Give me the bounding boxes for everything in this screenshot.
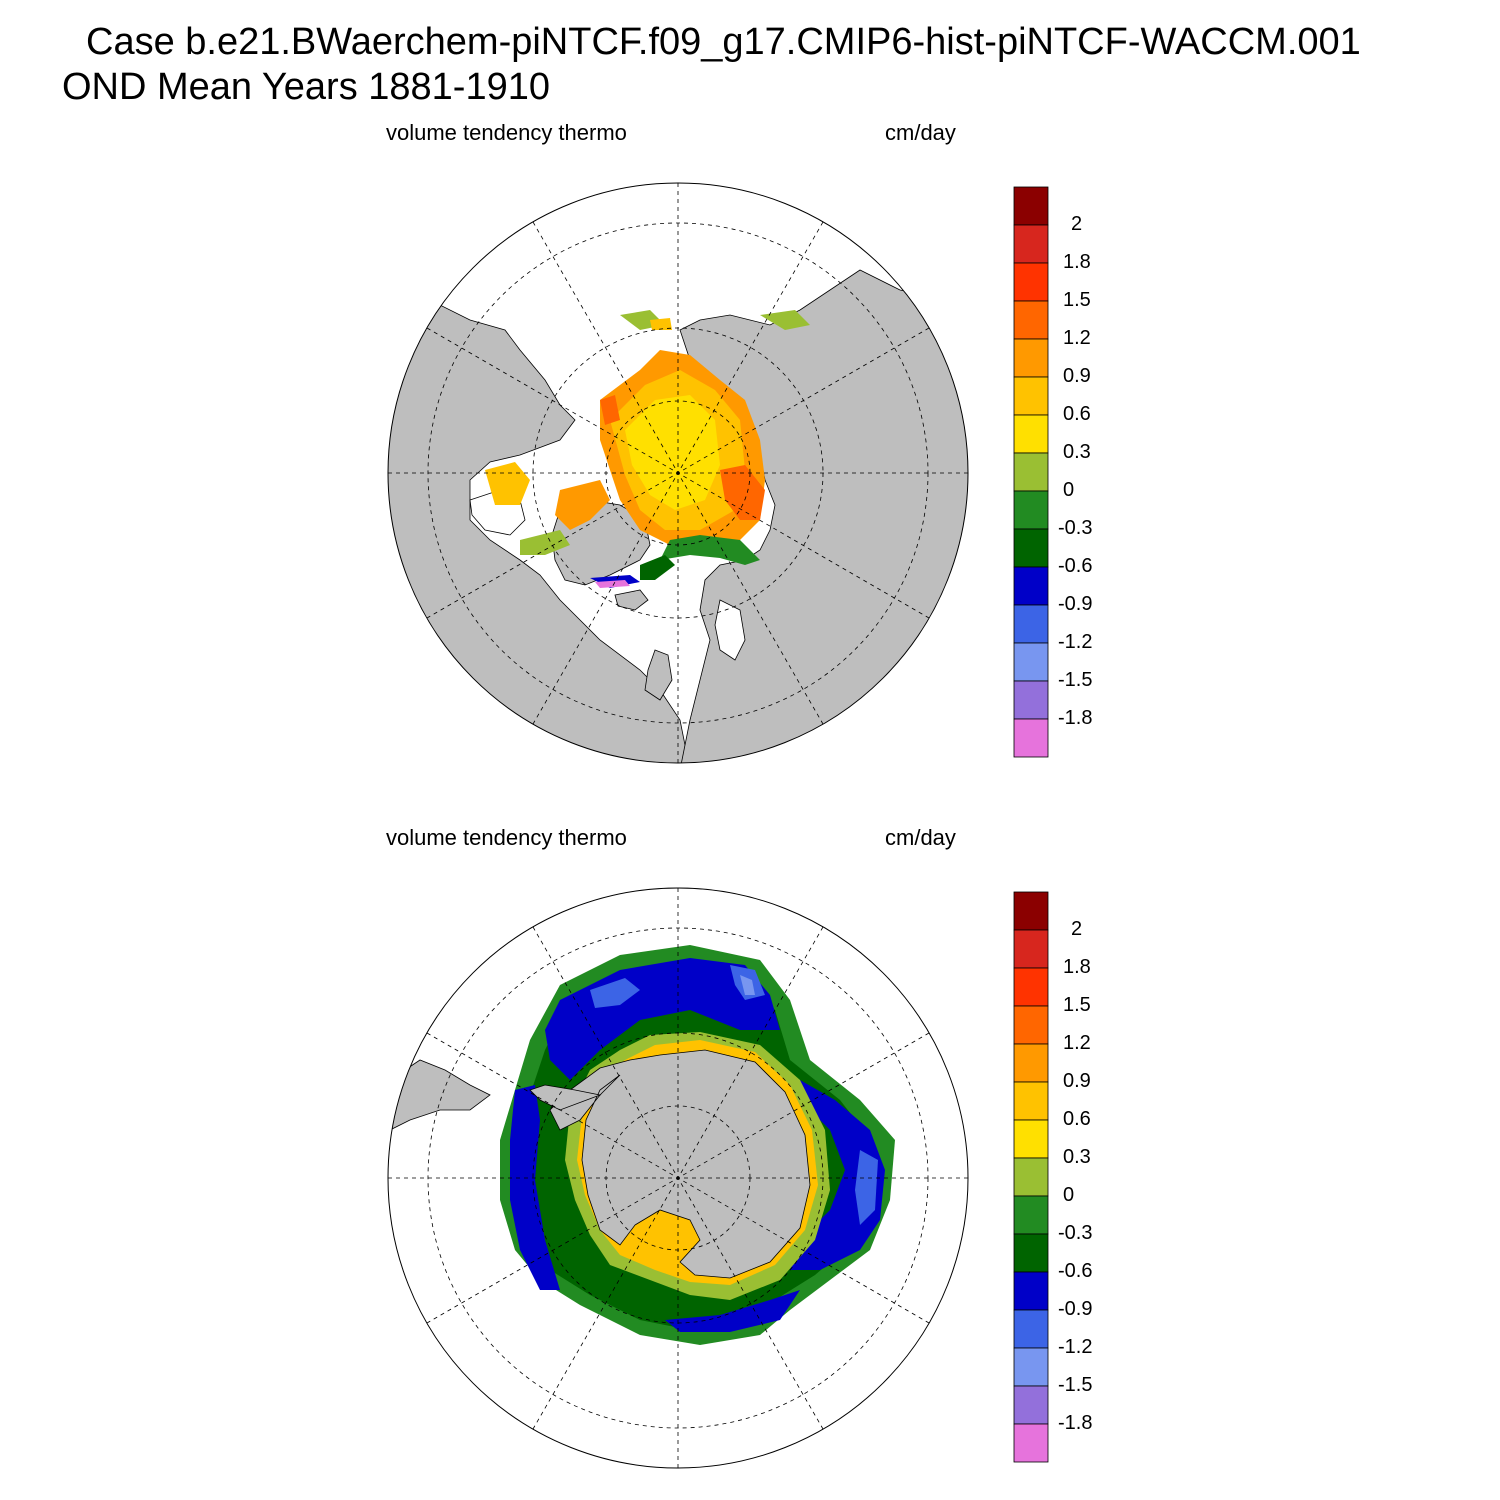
colorbar-top-tick-label: 0.3 xyxy=(1063,441,1091,463)
colorbar-top-tick-label: 1.5 xyxy=(1063,289,1091,311)
colorbar-top-swatch xyxy=(1013,566,1049,606)
colorbar-bottom-tick-label: 2 xyxy=(1071,918,1083,940)
colorbar-top-tick-label: -0.3 xyxy=(1058,517,1093,539)
panel-bottom-units-label: cm/day xyxy=(885,825,956,850)
panel-top-units-label: cm/day xyxy=(885,120,956,145)
colorbar-bottom-swatch xyxy=(1013,1271,1049,1311)
colorbar-top-tick-label: 1.8 xyxy=(1063,251,1091,273)
colorbar-bottom-tick-label: 0 xyxy=(1063,1184,1075,1206)
colorbar-top-swatch xyxy=(1013,224,1049,264)
antarctic-map xyxy=(387,887,969,1469)
colorbar-bottom-swatch xyxy=(1013,929,1049,969)
colorbar-bottom-swatch xyxy=(1013,1195,1049,1235)
colorbar-bottom-tick-label: -0.3 xyxy=(1058,1222,1093,1244)
colorbar-top-swatch xyxy=(1013,376,1049,416)
colorbar-top-swatch xyxy=(1013,300,1049,340)
colorbar-top xyxy=(1013,186,1049,758)
colorbar-bottom-tick-label: 0.9 xyxy=(1063,1070,1091,1092)
colorbar-top-swatch xyxy=(1013,642,1049,682)
colorbar-bottom-tick-label: 0.6 xyxy=(1063,1108,1091,1130)
colorbar-top-tick-label: 2 xyxy=(1071,213,1083,235)
land-iceland xyxy=(614,589,649,611)
colorbar-bottom-tick-label: -1.8 xyxy=(1058,1412,1093,1434)
colorbar-bottom-swatch xyxy=(1013,1005,1049,1045)
colorbar-bottom-swatch xyxy=(1013,1119,1049,1159)
colorbar-top-tick-label: -0.9 xyxy=(1058,593,1093,615)
colorbar-top-tick-label: 0 xyxy=(1063,479,1075,501)
colorbar-top-swatch xyxy=(1013,262,1049,302)
colorbar-top-swatch xyxy=(1013,452,1049,492)
colorbar-bottom-tick-label: -1.5 xyxy=(1058,1374,1093,1396)
colorbar-bottom-tick-label: 1.2 xyxy=(1063,1032,1091,1054)
colorbar-top-swatch xyxy=(1013,186,1049,226)
colorbar-bottom-swatch xyxy=(1013,1157,1049,1197)
colorbar-top-swatch xyxy=(1013,604,1049,644)
colorbar-top-swatch xyxy=(1013,680,1049,720)
colorbar-top-swatch xyxy=(1013,528,1049,568)
colorbar-top-tick-label: -1.5 xyxy=(1058,669,1093,691)
colorbar-bottom-swatch xyxy=(1013,1385,1049,1425)
antarctic-map-border xyxy=(387,887,969,1469)
colorbar-top-swatch xyxy=(1013,414,1049,454)
colorbar-bottom-tick-label: 0.3 xyxy=(1063,1146,1091,1168)
colorbar-bottom-tick-label: 1.8 xyxy=(1063,956,1091,978)
colorbar-bottom-tick-label: -0.6 xyxy=(1058,1260,1093,1282)
colorbar-top-swatch xyxy=(1013,338,1049,378)
colorbar-bottom-swatch xyxy=(1013,1309,1049,1349)
colorbar-top-swatch xyxy=(1013,490,1049,530)
colorbar-bottom-tick-label: -1.2 xyxy=(1058,1336,1093,1358)
figure-title-period: OND Mean Years 1881-1910 xyxy=(62,66,550,108)
colorbar-bottom-swatch xyxy=(1013,1081,1049,1121)
panel-top-left-label: volume tendency thermo xyxy=(386,120,627,145)
colorbar-top-swatch xyxy=(1013,718,1049,758)
colorbar-top-tick-label: -0.6 xyxy=(1058,555,1093,577)
colorbar-bottom-swatch xyxy=(1013,1233,1049,1273)
colorbar-top-tick-label: 1.2 xyxy=(1063,327,1091,349)
land-south-america xyxy=(389,1059,491,1131)
baltic-sea xyxy=(714,599,746,661)
arctic-map xyxy=(387,182,969,764)
colorbar-bottom-swatch xyxy=(1013,891,1049,931)
antarctic-graticule xyxy=(388,888,968,1468)
colorbar-bottom-swatch xyxy=(1013,1347,1049,1387)
panel-bottom-left-label: volume tendency thermo xyxy=(386,825,627,850)
arctic-graticule xyxy=(388,183,968,763)
colorbar-bottom-tick-label: -0.9 xyxy=(1058,1298,1093,1320)
colorbar-top-tick-label: 0.6 xyxy=(1063,403,1091,425)
colorbar-top-tick-label: 0.9 xyxy=(1063,365,1091,387)
arctic-map-border xyxy=(387,182,969,764)
colorbar-bottom-swatch xyxy=(1013,1043,1049,1083)
colorbar-top-tick-label: -1.8 xyxy=(1058,707,1093,729)
figure-title-case: Case b.e21.BWaerchem-piNTCF.f09_g17.CMIP… xyxy=(86,21,1361,63)
land-antarctica xyxy=(549,1049,811,1279)
land-british-isles xyxy=(644,649,673,701)
colorbar-top-tick-label: -1.2 xyxy=(1058,631,1093,653)
colorbar-bottom-tick-label: 1.5 xyxy=(1063,994,1091,1016)
colorbar-bottom-swatch xyxy=(1013,967,1049,1007)
colorbar-bottom-swatch xyxy=(1013,1423,1049,1463)
colorbar-bottom xyxy=(1013,891,1049,1463)
